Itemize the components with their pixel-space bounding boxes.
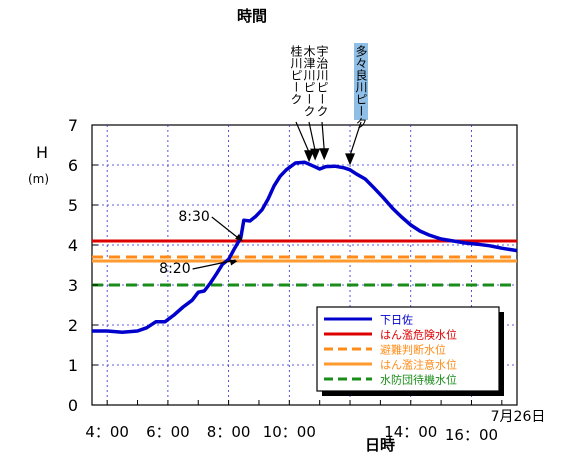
peak-arrow-line <box>321 121 325 151</box>
legend-label: はん濫注意水位 <box>380 358 457 372</box>
series-layer <box>91 160 518 334</box>
top-time-label: 時間 <box>237 7 267 25</box>
y-tick-label: 1 <box>68 356 78 375</box>
peak-label: 多々良川ピーク <box>354 45 368 129</box>
axis-ticks: 0 1 2 3 4 5 6 7 4：00 6：00 8：00 10：00 14：00 16：00 <box>68 116 503 444</box>
peak-label-highlight <box>354 43 368 120</box>
annotation-arrow <box>192 259 236 270</box>
y-tick-label: 4 <box>68 236 78 255</box>
peak-arrow-line <box>349 121 362 156</box>
peak-label: 木津川ピーク <box>302 45 316 117</box>
annotation-arrow <box>211 216 242 241</box>
x-tick-label: 14：00 <box>384 423 437 441</box>
y-tick-label: 5 <box>68 196 78 215</box>
peak-arrowhead <box>304 150 315 163</box>
y-axis-unit: (m) <box>28 172 49 186</box>
date-label: 7月26日 <box>491 409 546 425</box>
y-tick-label: 6 <box>68 156 78 175</box>
x-tick-label: 6：00 <box>146 423 190 441</box>
annotation-label: 8:20 <box>159 261 190 277</box>
peak-arrowhead <box>319 148 330 161</box>
annotation-label: 8:30 <box>178 209 209 225</box>
y-tick-label: 0 <box>68 396 78 415</box>
peak-arrowhead <box>345 153 356 166</box>
legend-label: はん濫危険水位 <box>380 328 457 342</box>
y-tick-label: 3 <box>68 276 78 295</box>
series-line-shimohisa <box>92 160 518 334</box>
legend-label: 避難判断水位 <box>380 343 446 357</box>
peak-markers: 桂川ピーク 木津川ピーク 宇治川ピーク 多々良川ピーク <box>289 43 368 166</box>
peak-arrow-line <box>308 121 316 151</box>
x-tick-label: 4：00 <box>85 423 129 441</box>
x-axis-label: 日時 <box>365 436 395 454</box>
peak-label: 宇治川ピーク <box>315 45 329 117</box>
annotations: 8:30 8:20 <box>159 209 243 277</box>
legend-label: 水防団待機水位 <box>380 373 457 387</box>
x-tick-label: 8：00 <box>207 423 251 441</box>
peak-label: 桂川ピーク <box>289 44 303 105</box>
x-tick-label: 10：00 <box>263 423 316 441</box>
legend-label: 下日佐 <box>380 313 413 327</box>
y-axis-label: H <box>36 143 48 162</box>
annotation-arrowhead <box>229 259 238 266</box>
legend-box <box>316 306 500 392</box>
peak-arrowhead <box>310 148 321 161</box>
y-tick-label: 2 <box>68 316 78 335</box>
annotation-arrowhead <box>235 233 243 241</box>
x-tick-label: 16：00 <box>445 426 498 444</box>
y-tick-label: 7 <box>68 116 78 135</box>
peak-arrow-line <box>295 121 310 153</box>
